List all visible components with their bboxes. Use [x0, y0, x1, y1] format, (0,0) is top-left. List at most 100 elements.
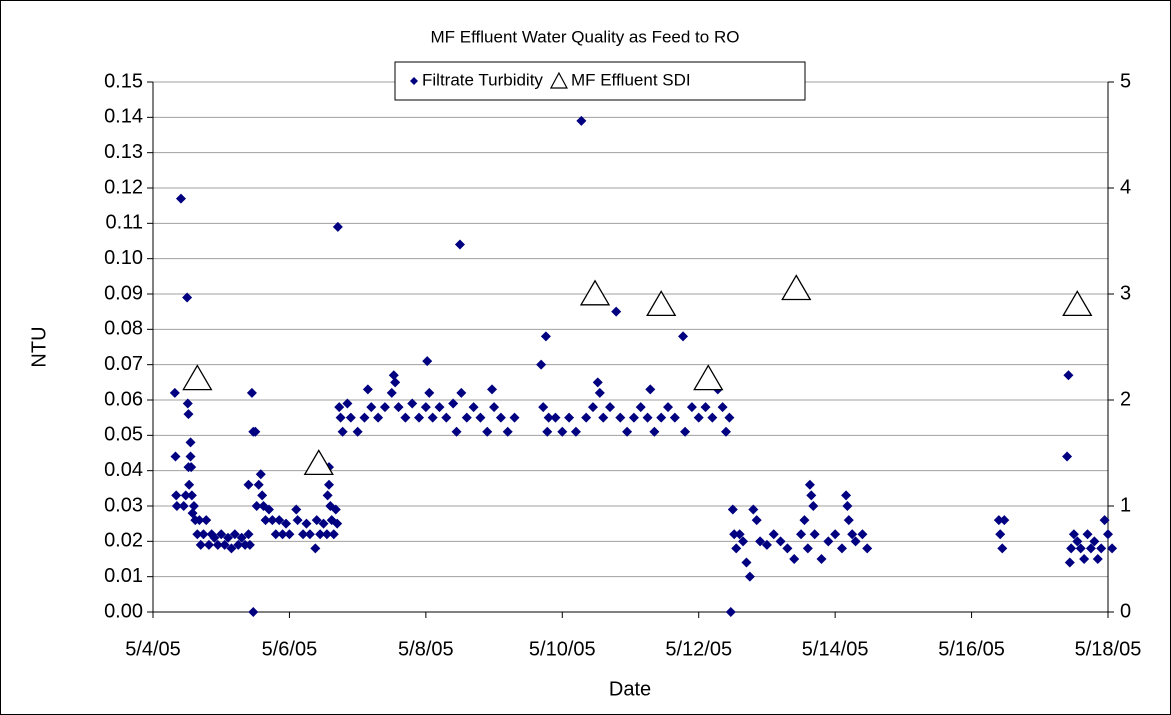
turbidity-point [390, 377, 401, 388]
turbidity-point [594, 387, 605, 398]
turbidity-point [570, 426, 581, 437]
turbidity-point [816, 554, 827, 564]
turbidity-point [169, 387, 180, 398]
turbidity-point [195, 539, 206, 550]
turbidity-point [255, 469, 266, 480]
y2-tick-label: 2 [1120, 388, 1131, 410]
turbidity-point [557, 426, 568, 437]
turbidity-point [203, 539, 214, 550]
turbidity-point [725, 607, 736, 617]
turbidity-point [615, 412, 626, 423]
turbidity-point [823, 536, 834, 547]
turbidity-point [540, 331, 551, 342]
turbidity-point [180, 490, 191, 501]
turbidity-point [461, 412, 472, 423]
turbidity-point [581, 412, 592, 423]
x-tick-label: 5/4/05 [125, 638, 181, 660]
turbidity-point [564, 412, 575, 423]
turbidity-point [642, 412, 653, 423]
turbidity-point [543, 412, 554, 423]
y-tick-label: 0.05 [104, 424, 143, 446]
turbidity-point [251, 501, 262, 511]
turbidity-point [850, 536, 861, 547]
y-tick-label: 0.06 [104, 388, 143, 410]
turbidity-point [1092, 554, 1103, 564]
turbidity-point [334, 402, 345, 413]
turbidity-point [1062, 451, 1073, 462]
legend-marker [549, 71, 568, 89]
turbidity-point [182, 398, 193, 409]
y2-tick-label: 1 [1120, 494, 1131, 516]
y-tick-label: 0.03 [104, 494, 143, 516]
sdi-point [579, 279, 611, 306]
sdi-point [182, 364, 213, 391]
turbidity-point [761, 539, 772, 550]
legend-box [394, 61, 806, 101]
turbidity-point [809, 529, 820, 540]
turbidity-point [1096, 543, 1107, 554]
turbidity-point [422, 356, 433, 367]
legend: Filtrate Turbidity MF Effluent SDI [394, 61, 806, 101]
turbidity-point [782, 543, 793, 554]
turbidity-point [243, 479, 254, 490]
turbidity-point [298, 529, 309, 540]
x-axis-label: Date [609, 678, 651, 700]
turbidity-point [315, 529, 326, 540]
turbidity-point [1089, 536, 1100, 547]
x-tick-label: 5/14/05 [802, 638, 869, 660]
turbidity-point [244, 539, 255, 550]
turbidity-point [454, 239, 465, 250]
turbidity-point [311, 515, 322, 526]
turbidity-point [678, 331, 689, 342]
turbidity-point [393, 402, 404, 413]
turbidity-point [717, 402, 728, 413]
y2-tick-label: 4 [1120, 176, 1131, 198]
turbidity-point [857, 529, 868, 540]
legend-marker [410, 77, 418, 85]
legend-item: Filtrate Turbidity [410, 70, 543, 89]
turbidity-point [400, 412, 411, 423]
turbidity-point [352, 426, 363, 437]
turbidity-point [291, 504, 302, 515]
turbidity-point [216, 529, 227, 540]
turbidity-point [284, 529, 295, 540]
turbidity-point [804, 479, 815, 490]
y-tick-label: 0.09 [104, 282, 143, 304]
turbidity-point [656, 412, 667, 423]
turbidity-point [318, 518, 329, 529]
turbidity-point [448, 398, 459, 409]
turbidity-point [186, 490, 197, 501]
turbidity-point [680, 426, 691, 437]
y-tick-label: 0.11 [106, 212, 143, 234]
turbidity-point [830, 529, 841, 540]
turbidity-point [277, 529, 288, 540]
turbidity-point [257, 490, 268, 501]
turbidity-point [536, 359, 547, 370]
y2-tick-label: 5 [1120, 70, 1131, 92]
turbidity-point [738, 536, 749, 547]
turbidity-point [219, 539, 230, 550]
x-tick-label: 5/12/05 [665, 638, 732, 660]
turbidity-point [538, 402, 549, 413]
legend-label: MF Effluent SDI [571, 70, 691, 89]
turbidity-point [301, 518, 312, 529]
turbidity-point [663, 402, 674, 413]
turbidity-point [201, 515, 212, 526]
turbidity-point [550, 412, 561, 423]
turbidity-point [542, 426, 553, 437]
turbidity-point [487, 384, 498, 395]
turbidity-point [755, 536, 766, 547]
turbidity-point [789, 554, 800, 564]
turbidity-point [748, 504, 759, 515]
turbidity-point [727, 504, 738, 515]
turbidity-point [246, 387, 257, 398]
turbidity-point [267, 515, 278, 526]
turbidity-point [1079, 554, 1090, 564]
turbidity-point [729, 529, 740, 540]
turbidity-point [304, 529, 315, 540]
turbidity-point [170, 451, 181, 462]
turbidity-point [592, 377, 603, 388]
turbidity-point [724, 412, 735, 423]
